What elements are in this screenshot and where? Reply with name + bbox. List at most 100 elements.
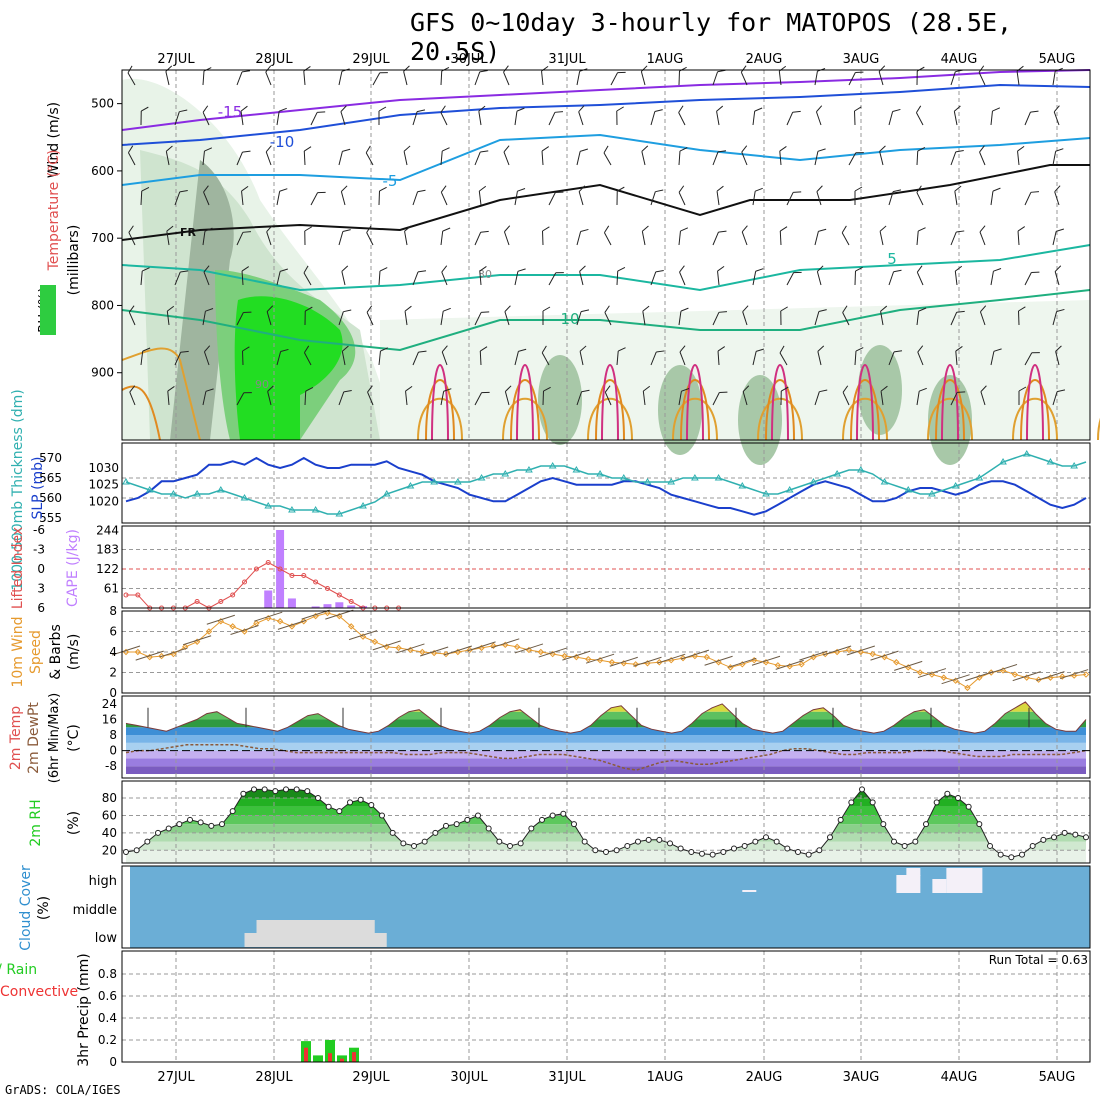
wind-barb xyxy=(338,309,352,326)
wind-barb-shaft xyxy=(514,351,519,366)
wind-barb-flag xyxy=(204,345,211,353)
wind-barb-flag xyxy=(142,267,150,272)
wind-barb-flag xyxy=(654,109,663,113)
wind-barb-shaft xyxy=(1024,272,1032,286)
wind-barb xyxy=(341,345,349,366)
thickness-point xyxy=(335,510,344,517)
wind-barb-flag xyxy=(141,186,150,192)
wind-barb-flag xyxy=(879,145,886,152)
wind-barb-shaft xyxy=(814,311,820,326)
wind-barb xyxy=(842,385,850,406)
wind-barb-shaft xyxy=(474,312,482,326)
rh-point xyxy=(261,786,268,793)
wind-barb-shaft xyxy=(678,391,682,406)
wind-barb-flag xyxy=(716,105,724,112)
wind-barb xyxy=(954,185,962,206)
wind-barb-flag xyxy=(957,391,966,393)
wind-barb-flag xyxy=(779,345,785,354)
wind-barb-shaft xyxy=(1052,71,1056,86)
lifted-index-point xyxy=(253,566,259,572)
wind-barb-shaft xyxy=(979,231,986,246)
wind-barb-flag xyxy=(678,105,684,113)
temp-band xyxy=(126,750,1086,759)
wind-barb-flag xyxy=(893,269,902,273)
ylabel-wind: Wind (m/s) xyxy=(46,102,62,178)
cape-bar xyxy=(287,598,296,608)
wind-speed-point xyxy=(656,659,663,666)
wind-barb-flag xyxy=(479,346,488,352)
wind-barb-flag xyxy=(718,311,727,313)
wind-barb-shaft xyxy=(579,351,584,366)
wind-barb-flag xyxy=(242,346,250,352)
wind-barb-flag xyxy=(880,305,888,312)
wind-barb-shaft xyxy=(641,231,646,246)
wind-barb-shaft xyxy=(236,392,245,406)
wind-barb xyxy=(786,191,802,206)
wind-barb-shaft xyxy=(712,231,719,246)
wind-barb-flag xyxy=(403,65,410,72)
wind-barb-shaft xyxy=(916,272,924,286)
wind-barb-flag xyxy=(919,387,927,392)
wind-barb xyxy=(378,347,389,366)
wind-barb-flag xyxy=(792,110,801,113)
surface-wind-barb xyxy=(846,645,875,656)
wind-barb xyxy=(678,105,686,126)
wind-barb-flag xyxy=(655,189,664,193)
wind-barb xyxy=(412,270,427,286)
wind-barb xyxy=(1052,308,1065,326)
wind-barb-flag xyxy=(580,309,590,313)
wind-speed-point xyxy=(727,664,734,671)
wind-barb xyxy=(310,191,326,206)
wind-barb-flag xyxy=(604,225,610,233)
wind-barb-flag xyxy=(479,266,487,272)
wind-barb xyxy=(1052,148,1064,166)
wind-barb-flag xyxy=(503,65,509,73)
cloud-cell-low xyxy=(244,920,387,947)
cloud-cell-high xyxy=(932,879,947,893)
rh-point xyxy=(581,838,588,845)
lifted-index-point xyxy=(242,579,248,585)
rh-band xyxy=(126,815,1086,825)
wind-barb xyxy=(1018,306,1026,326)
wind-barb xyxy=(990,268,1002,286)
surface-wind-barb xyxy=(372,640,401,651)
wind-barb-flag xyxy=(917,345,924,353)
wind-speed-point xyxy=(466,646,473,654)
wind-barb-shaft xyxy=(504,311,510,326)
rh-shade-blob xyxy=(858,345,902,435)
wind-barb-flag xyxy=(441,66,450,72)
thickness-point xyxy=(999,458,1007,465)
wind-barb xyxy=(1054,265,1062,286)
rh-point xyxy=(869,799,876,806)
wind-barb-flag xyxy=(380,347,389,352)
wind-speed-point xyxy=(940,674,947,681)
wind-barb xyxy=(717,346,726,366)
ytick-label: 700 xyxy=(91,231,114,245)
wind-barb-shaft xyxy=(440,311,444,326)
wind-barb-shaft xyxy=(366,312,374,326)
wind-barb-shaft xyxy=(541,352,550,366)
wind-barb xyxy=(310,111,326,126)
wind-barb xyxy=(579,345,587,366)
surface-wind-barb xyxy=(894,660,923,671)
wind-barb-shaft xyxy=(478,111,482,126)
wind-barb-shaft xyxy=(815,111,822,126)
wind-barb-shaft xyxy=(403,151,408,166)
wind-barb-shaft xyxy=(716,191,720,206)
temp-band xyxy=(126,719,1086,728)
wind-barb-shaft xyxy=(338,71,343,86)
wind-speed-point xyxy=(869,650,876,658)
surface-wind-barb xyxy=(325,609,354,620)
wind-barb xyxy=(854,186,863,205)
wind-barb-flag xyxy=(266,225,273,233)
wind-barb xyxy=(166,225,174,246)
wind-barb-shaft xyxy=(786,112,794,126)
wind-barb-flag xyxy=(656,350,665,353)
wind-barb-shaft xyxy=(504,391,510,406)
wind-barb xyxy=(403,145,411,166)
rh-point xyxy=(507,842,513,849)
rh-point xyxy=(1029,842,1036,849)
date-label-bottom: 4AUG xyxy=(941,1070,978,1085)
wind-barb-flag xyxy=(1030,191,1039,193)
wind-barb-flag xyxy=(740,65,747,73)
